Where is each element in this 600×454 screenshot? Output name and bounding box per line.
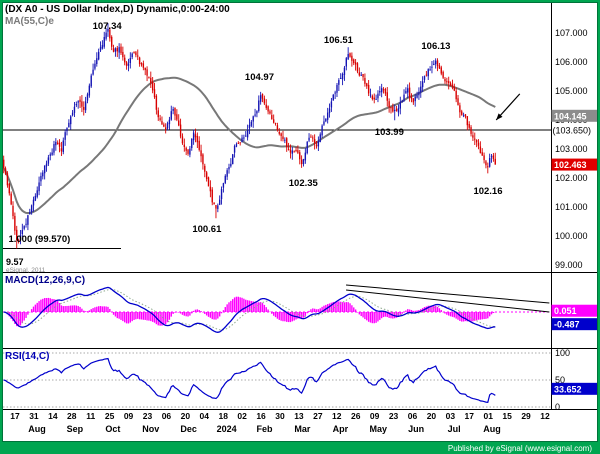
day-tick: 20 bbox=[181, 411, 191, 421]
day-tick: 25 bbox=[105, 411, 115, 421]
svg-text:104.145: 104.145 bbox=[554, 111, 587, 121]
arrow-annotation bbox=[495, 93, 521, 121]
day-tick: 02 bbox=[237, 411, 247, 421]
price-axis-label: 101.000 bbox=[555, 202, 588, 212]
price-annotation: 106.51 bbox=[324, 35, 354, 46]
svg-text:0.051: 0.051 bbox=[554, 306, 577, 316]
month-tick: Aug bbox=[483, 424, 501, 434]
month-tick: Feb bbox=[256, 424, 273, 434]
price-axis-label: 99.000 bbox=[555, 260, 583, 270]
rsi-guide-lines bbox=[3, 352, 551, 408]
price-annotation: 103.99 bbox=[375, 127, 404, 138]
macd-line bbox=[3, 286, 496, 333]
price-axis-labels: 107.000106.000105.000104.000103.000102.0… bbox=[553, 28, 592, 270]
day-tick: 09 bbox=[370, 411, 380, 421]
svg-text:33.652: 33.652 bbox=[554, 384, 582, 394]
month-tick: Dec bbox=[180, 424, 197, 434]
day-tick: 11 bbox=[86, 411, 95, 421]
day-tick: 17 bbox=[10, 411, 20, 421]
price-annotation: 102.16 bbox=[473, 186, 502, 197]
day-tick-labels: 17 31 14 28 11 25 09 23 06 20 04 18 02 16 30 13 27 12 26 09… bbox=[10, 411, 550, 421]
candlestick-series bbox=[3, 23, 496, 249]
day-tick: 28 bbox=[67, 411, 77, 421]
rsi-axis-label: 50 bbox=[555, 375, 565, 385]
day-tick: 12 bbox=[332, 411, 342, 421]
chart-canvas[interactable]: 107.34 104.97 106.51 106.13 103.99 102.35 102.… bbox=[3, 3, 597, 441]
price-annotation: 107.34 bbox=[93, 21, 123, 32]
day-tick: 30 bbox=[275, 411, 285, 421]
day-tick: 13 bbox=[294, 411, 304, 421]
month-tick: Aug bbox=[28, 424, 46, 434]
day-tick: 23 bbox=[389, 411, 399, 421]
price-annotation: 100.61 bbox=[192, 224, 222, 235]
rsi-axis-labels: 100 50 0 bbox=[555, 348, 570, 412]
day-tick: 17 bbox=[465, 411, 475, 421]
price-annotation: 104.97 bbox=[245, 72, 274, 83]
day-tick: 15 bbox=[502, 411, 512, 421]
published-by-footer: Published by eSignal (www.esignal.com) bbox=[447, 444, 592, 453]
price-annotation: 106.13 bbox=[421, 41, 450, 52]
price-annotations: 107.34 104.97 106.51 106.13 103.99 102.35 102.… bbox=[8, 21, 502, 245]
price-axis-label: 100.000 bbox=[555, 231, 588, 241]
rsi-badge bbox=[551, 382, 597, 395]
day-tick: 29 bbox=[521, 411, 531, 421]
day-tick: 31 bbox=[29, 411, 39, 421]
price-axis-label: 107.000 bbox=[555, 28, 588, 38]
price-annotation: 102.35 bbox=[289, 178, 319, 189]
day-tick: 27 bbox=[313, 411, 323, 421]
day-tick: 09 bbox=[124, 411, 134, 421]
day-tick: 06 bbox=[408, 411, 418, 421]
price-axis-label: 106.000 bbox=[555, 57, 588, 67]
month-tick: Sep bbox=[67, 424, 84, 434]
month-tick: Jul bbox=[448, 424, 461, 434]
rsi-axis-label: 100 bbox=[555, 348, 570, 358]
day-tick: 06 bbox=[162, 411, 172, 421]
day-tick: 04 bbox=[200, 411, 210, 421]
panel-separators bbox=[3, 3, 597, 410]
month-tick: Jun bbox=[408, 424, 424, 434]
level-axis-label: (103.650) bbox=[553, 126, 592, 136]
month-tick-labels: Aug Sep Oct Nov Dec 2024 Feb Mar Apr May Jun Jul Aug bbox=[28, 424, 501, 434]
rsi-axis-label: 0 bbox=[555, 402, 560, 412]
month-tick: Oct bbox=[105, 424, 120, 434]
rsi-line bbox=[3, 357, 496, 403]
day-tick: 01 bbox=[483, 411, 493, 421]
price-axis-label: 105.000 bbox=[555, 86, 588, 96]
day-tick: 26 bbox=[351, 411, 361, 421]
month-tick: 2024 bbox=[217, 424, 237, 434]
day-tick: 20 bbox=[427, 411, 437, 421]
price-axis-label: 102.000 bbox=[555, 173, 588, 183]
day-tick: 14 bbox=[48, 411, 58, 421]
price-axis-label: 103.000 bbox=[555, 144, 588, 154]
month-tick: Mar bbox=[294, 424, 311, 434]
day-tick: 18 bbox=[218, 411, 228, 421]
chart-area: 107.34 104.97 106.51 106.13 103.99 102.35 102.… bbox=[2, 2, 598, 442]
macd-trendlines bbox=[345, 284, 550, 313]
price-annotation: 1.000 (99.570) bbox=[8, 234, 70, 245]
axis-badges: 104.145 102.463 0.051 -0.487 33.652 bbox=[551, 109, 597, 395]
month-tick: Nov bbox=[142, 424, 159, 434]
price-badge bbox=[551, 158, 597, 171]
day-tick: 16 bbox=[256, 411, 266, 421]
day-tick: 03 bbox=[446, 411, 456, 421]
price-badge bbox=[551, 109, 597, 122]
svg-text:-0.487: -0.487 bbox=[554, 320, 580, 330]
month-tick: Apr bbox=[333, 424, 349, 434]
svg-text:102.463: 102.463 bbox=[554, 160, 587, 170]
month-tick: May bbox=[369, 424, 387, 434]
day-tick: 12 bbox=[540, 411, 550, 421]
price-level-lines bbox=[3, 129, 551, 249]
macd-badge bbox=[551, 304, 597, 317]
macd-badge bbox=[551, 318, 597, 331]
day-tick: 23 bbox=[143, 411, 153, 421]
ma55-line bbox=[3, 76, 496, 214]
